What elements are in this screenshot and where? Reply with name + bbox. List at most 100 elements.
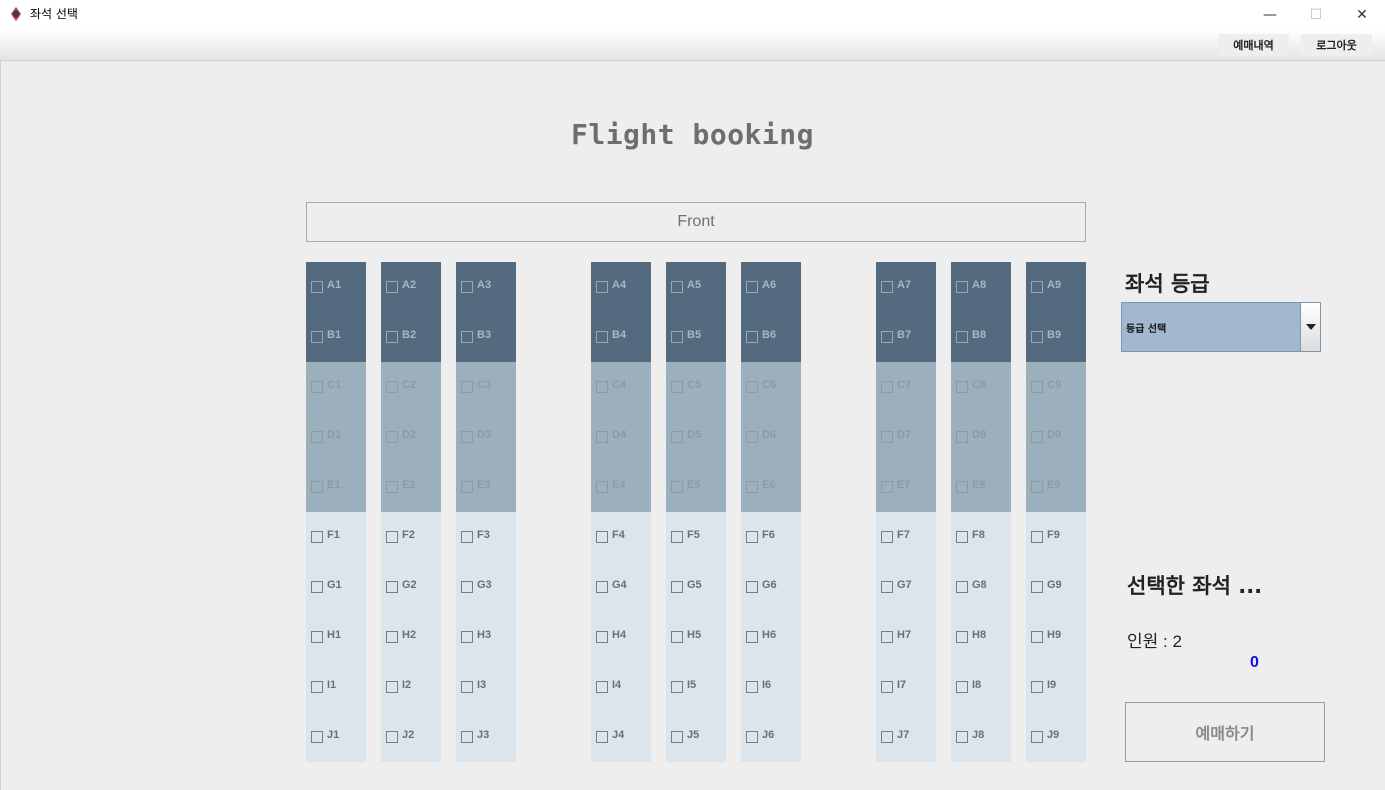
seat-checkbox[interactable]: [746, 431, 758, 443]
seat-B8[interactable]: B8: [951, 312, 1011, 362]
seat-checkbox[interactable]: [671, 581, 683, 593]
seat-checkbox[interactable]: [311, 731, 323, 743]
seat-checkbox[interactable]: [461, 731, 473, 743]
seat-checkbox[interactable]: [596, 481, 608, 493]
seat-J8[interactable]: J8: [951, 712, 1011, 762]
seat-E9[interactable]: E9: [1026, 462, 1086, 512]
booking-history-button[interactable]: 예매내역: [1218, 34, 1289, 56]
seat-F6[interactable]: F6: [741, 512, 801, 562]
book-button[interactable]: 예매하기: [1125, 702, 1325, 762]
seat-C9[interactable]: C9: [1026, 362, 1086, 412]
seat-H3[interactable]: H3: [456, 612, 516, 662]
seat-checkbox[interactable]: [311, 381, 323, 393]
seat-checkbox[interactable]: [311, 531, 323, 543]
seat-H5[interactable]: H5: [666, 612, 726, 662]
seat-I3[interactable]: I3: [456, 662, 516, 712]
seat-G3[interactable]: G3: [456, 562, 516, 612]
seat-checkbox[interactable]: [746, 281, 758, 293]
seat-checkbox[interactable]: [956, 481, 968, 493]
seat-checkbox[interactable]: [1031, 431, 1043, 443]
seat-D1[interactable]: D1: [306, 412, 366, 462]
seat-I8[interactable]: I8: [951, 662, 1011, 712]
seat-I6[interactable]: I6: [741, 662, 801, 712]
seat-E6[interactable]: E6: [741, 462, 801, 512]
seat-E2[interactable]: E2: [381, 462, 441, 512]
seat-checkbox[interactable]: [881, 531, 893, 543]
seat-E5[interactable]: E5: [666, 462, 726, 512]
seat-checkbox[interactable]: [311, 681, 323, 693]
seat-checkbox[interactable]: [1031, 281, 1043, 293]
seat-checkbox[interactable]: [956, 681, 968, 693]
seat-checkbox[interactable]: [881, 381, 893, 393]
seat-checkbox[interactable]: [386, 281, 398, 293]
seat-checkbox[interactable]: [956, 381, 968, 393]
seat-F9[interactable]: F9: [1026, 512, 1086, 562]
seat-checkbox[interactable]: [386, 331, 398, 343]
seat-checkbox[interactable]: [596, 731, 608, 743]
seat-checkbox[interactable]: [311, 631, 323, 643]
seat-H6[interactable]: H6: [741, 612, 801, 662]
seat-G7[interactable]: G7: [876, 562, 936, 612]
seat-checkbox[interactable]: [1031, 531, 1043, 543]
seat-I5[interactable]: I5: [666, 662, 726, 712]
seat-checkbox[interactable]: [956, 581, 968, 593]
seat-checkbox[interactable]: [596, 281, 608, 293]
seat-E4[interactable]: E4: [591, 462, 651, 512]
seat-checkbox[interactable]: [311, 481, 323, 493]
seat-B6[interactable]: B6: [741, 312, 801, 362]
seat-G4[interactable]: G4: [591, 562, 651, 612]
seat-checkbox[interactable]: [461, 331, 473, 343]
seat-checkbox[interactable]: [1031, 681, 1043, 693]
seat-C1[interactable]: C1: [306, 362, 366, 412]
seat-checkbox[interactable]: [596, 631, 608, 643]
seat-D2[interactable]: D2: [381, 412, 441, 462]
seat-checkbox[interactable]: [671, 281, 683, 293]
maximize-button[interactable]: ☐: [1309, 7, 1323, 23]
seat-B4[interactable]: B4: [591, 312, 651, 362]
seat-checkbox[interactable]: [956, 731, 968, 743]
seat-C3[interactable]: C3: [456, 362, 516, 412]
seat-checkbox[interactable]: [881, 581, 893, 593]
seat-I2[interactable]: I2: [381, 662, 441, 712]
seat-checkbox[interactable]: [461, 281, 473, 293]
seat-checkbox[interactable]: [386, 681, 398, 693]
seat-A4[interactable]: A4: [591, 262, 651, 312]
seat-H2[interactable]: H2: [381, 612, 441, 662]
seat-checkbox[interactable]: [956, 431, 968, 443]
seat-D3[interactable]: D3: [456, 412, 516, 462]
seat-J5[interactable]: J5: [666, 712, 726, 762]
seat-J3[interactable]: J3: [456, 712, 516, 762]
seat-checkbox[interactable]: [671, 531, 683, 543]
seat-F1[interactable]: F1: [306, 512, 366, 562]
seat-checkbox[interactable]: [386, 631, 398, 643]
seat-checkbox[interactable]: [881, 631, 893, 643]
seat-H1[interactable]: H1: [306, 612, 366, 662]
seat-A1[interactable]: A1: [306, 262, 366, 312]
seat-checkbox[interactable]: [461, 631, 473, 643]
seat-checkbox[interactable]: [461, 681, 473, 693]
seat-checkbox[interactable]: [1031, 331, 1043, 343]
seat-checkbox[interactable]: [311, 331, 323, 343]
seat-D4[interactable]: D4: [591, 412, 651, 462]
seat-H9[interactable]: H9: [1026, 612, 1086, 662]
seat-J7[interactable]: J7: [876, 712, 936, 762]
minimize-button[interactable]: —: [1263, 7, 1277, 23]
seat-B1[interactable]: B1: [306, 312, 366, 362]
seat-checkbox[interactable]: [1031, 381, 1043, 393]
seat-F8[interactable]: F8: [951, 512, 1011, 562]
seat-E8[interactable]: E8: [951, 462, 1011, 512]
seat-E1[interactable]: E1: [306, 462, 366, 512]
seat-A8[interactable]: A8: [951, 262, 1011, 312]
seat-checkbox[interactable]: [596, 381, 608, 393]
seat-checkbox[interactable]: [671, 631, 683, 643]
seat-B2[interactable]: B2: [381, 312, 441, 362]
seat-H7[interactable]: H7: [876, 612, 936, 662]
seat-D5[interactable]: D5: [666, 412, 726, 462]
seat-checkbox[interactable]: [596, 431, 608, 443]
seat-checkbox[interactable]: [596, 681, 608, 693]
seat-C8[interactable]: C8: [951, 362, 1011, 412]
seat-checkbox[interactable]: [881, 481, 893, 493]
seat-G2[interactable]: G2: [381, 562, 441, 612]
seat-checkbox[interactable]: [746, 381, 758, 393]
seat-J4[interactable]: J4: [591, 712, 651, 762]
